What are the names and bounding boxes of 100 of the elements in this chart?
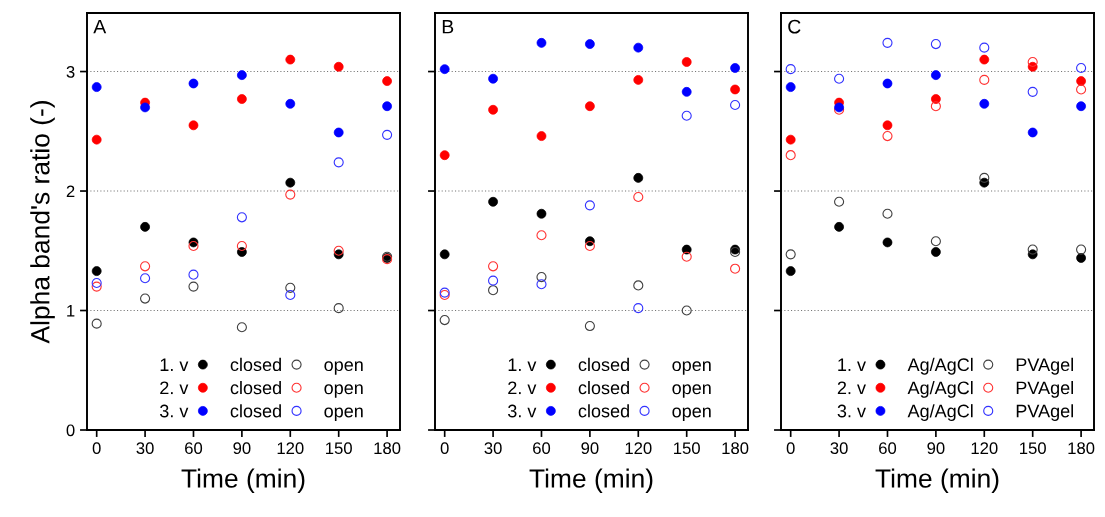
point [285, 282, 296, 293]
point [188, 240, 199, 252]
x-tick-label: 120 [971, 442, 998, 455]
point [536, 271, 547, 283]
point [1027, 56, 1038, 68]
point [382, 129, 393, 140]
x-tick-label: 30 [484, 442, 502, 455]
legend-label: PVAgel [1016, 357, 1073, 375]
annotation: 1. v [838, 358, 866, 371]
legend-label: Ag/AgCl [907, 404, 973, 421]
point [536, 279, 547, 290]
legend-label: PVAgel [1016, 380, 1073, 398]
x-tick-label: 60 [185, 442, 203, 455]
point [681, 110, 692, 121]
legend-label: closed [578, 404, 629, 418]
x-axis-title: Time (min) [529, 468, 653, 494]
point [285, 289, 296, 301]
y-tick-label: 0 [66, 424, 75, 437]
legend-label: closed [230, 404, 281, 418]
x-axis-title: Time (min) [181, 468, 305, 494]
point [930, 101, 941, 112]
point [333, 245, 344, 256]
point [333, 157, 344, 168]
x-tick-label: 180 [722, 442, 749, 455]
legend-label: PVAgel [1016, 404, 1073, 421]
point [236, 322, 247, 333]
point [584, 200, 595, 211]
point [188, 281, 199, 292]
annotation: 1. v [160, 358, 189, 371]
x-tick-label: 90 [927, 442, 945, 455]
point [633, 280, 644, 291]
legend-label: closed [230, 357, 281, 372]
point [834, 196, 845, 207]
chart-title: A [93, 19, 107, 34]
point [681, 251, 692, 262]
x-tick-label: 90 [581, 442, 599, 455]
point [1076, 84, 1087, 95]
x-tick-label: 150 [674, 442, 700, 455]
point [488, 261, 499, 272]
legend-label: Ag/AgCl [907, 380, 973, 398]
chart-title: B [442, 19, 454, 34]
point [633, 191, 644, 203]
annotation: 2. v [160, 381, 189, 395]
point [681, 305, 692, 316]
point [882, 130, 893, 142]
point [91, 277, 102, 289]
point [1076, 62, 1087, 74]
point [730, 263, 741, 274]
point [1027, 86, 1038, 97]
point [584, 240, 595, 252]
x-tick-label: 30 [136, 442, 154, 455]
point [979, 74, 990, 85]
annotation: 3. v [159, 404, 189, 418]
point [1076, 244, 1087, 255]
point [140, 273, 151, 284]
x-tick-label: 60 [533, 442, 551, 455]
point [882, 37, 893, 48]
point [488, 275, 499, 286]
legend-label: open [672, 361, 711, 375]
y-tick-label: 2 [66, 185, 75, 198]
x-tick-label: 30 [830, 442, 848, 455]
x-tick-label: 120 [277, 442, 304, 455]
point [930, 236, 941, 247]
point [730, 99, 741, 111]
point [930, 38, 941, 50]
point [236, 240, 247, 252]
x-tick-label: 0 [440, 442, 449, 455]
legend-label: closed [578, 357, 629, 372]
point [91, 281, 102, 292]
point [91, 318, 102, 329]
point [633, 303, 644, 314]
x-tick-label: 150 [326, 442, 352, 455]
annotation: 2. v [508, 381, 537, 395]
point [979, 172, 990, 183]
x-axis-title: Time (min) [875, 468, 999, 494]
point [488, 285, 499, 296]
point [1027, 244, 1038, 255]
point [140, 261, 151, 272]
x-tick-label: 180 [374, 442, 401, 455]
x-tick-label: 180 [1068, 442, 1095, 455]
legend-label: closed [578, 380, 629, 395]
legend-label: open [324, 384, 363, 398]
point [140, 293, 151, 304]
annotation: 1. v [508, 358, 537, 371]
point [536, 230, 547, 241]
legend-label: open [672, 407, 711, 421]
annotation: 2. v [837, 381, 866, 395]
annotation: 3. v [507, 404, 537, 418]
point [285, 189, 296, 200]
point [188, 269, 199, 280]
point [882, 208, 893, 219]
legend-label: open [672, 384, 711, 398]
legend-label: open [324, 361, 363, 375]
legend-label: open [324, 407, 363, 421]
point [979, 42, 990, 53]
x-tick-label: 0 [92, 442, 101, 455]
x-tick-label: 150 [1020, 442, 1046, 455]
y-tick-label: 1 [67, 305, 75, 317]
point [834, 73, 845, 84]
point [785, 249, 796, 260]
